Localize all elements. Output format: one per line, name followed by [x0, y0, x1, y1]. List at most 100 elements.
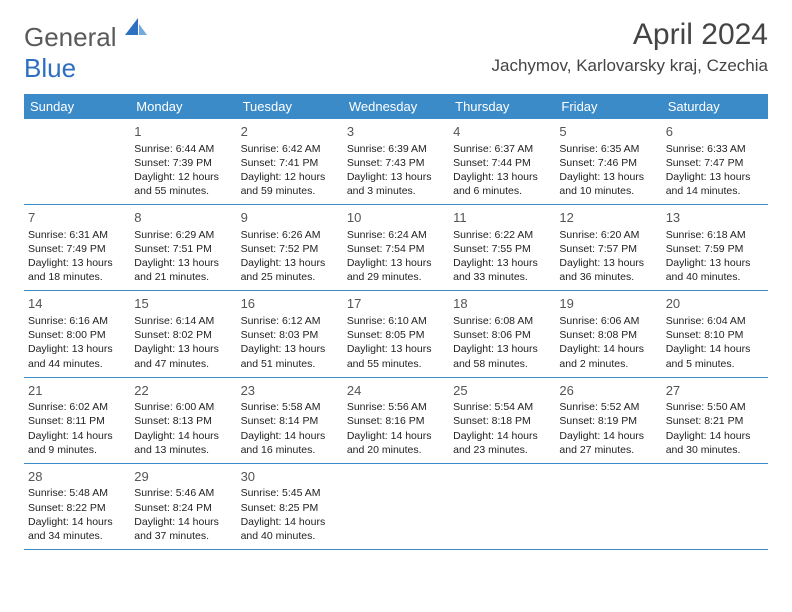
daylight-text: and 55 minutes.: [347, 357, 445, 371]
calendar-day-cell: 12Sunrise: 6:20 AMSunset: 7:57 PMDayligh…: [555, 205, 661, 291]
sunrise-text: Sunrise: 5:52 AM: [559, 400, 657, 414]
logo-sail-icon: [125, 18, 147, 36]
calendar-day-cell: [343, 463, 449, 549]
logo: General Blue: [24, 18, 147, 84]
sunset-text: Sunset: 7:43 PM: [347, 156, 445, 170]
calendar-day-cell: 11Sunrise: 6:22 AMSunset: 7:55 PMDayligh…: [449, 205, 555, 291]
daylight-text: and 2 minutes.: [559, 357, 657, 371]
sunset-text: Sunset: 8:24 PM: [134, 501, 232, 515]
calendar-body: 1Sunrise: 6:44 AMSunset: 7:39 PMDaylight…: [24, 119, 768, 550]
calendar-day-cell: 13Sunrise: 6:18 AMSunset: 7:59 PMDayligh…: [662, 205, 768, 291]
daylight-text: and 21 minutes.: [134, 270, 232, 284]
sunrise-text: Sunrise: 5:48 AM: [28, 486, 126, 500]
sunset-text: Sunset: 8:13 PM: [134, 414, 232, 428]
daylight-text: Daylight: 13 hours: [666, 256, 764, 270]
daylight-text: and 58 minutes.: [453, 357, 551, 371]
sunrise-text: Sunrise: 6:31 AM: [28, 228, 126, 242]
daylight-text: Daylight: 14 hours: [347, 429, 445, 443]
sunrise-text: Sunrise: 5:50 AM: [666, 400, 764, 414]
calendar-day-cell: 3Sunrise: 6:39 AMSunset: 7:43 PMDaylight…: [343, 119, 449, 205]
day-number: 18: [453, 295, 551, 313]
day-number: 23: [241, 382, 339, 400]
calendar-day-cell: 30Sunrise: 5:45 AMSunset: 8:25 PMDayligh…: [237, 463, 343, 549]
daylight-text: Daylight: 13 hours: [453, 170, 551, 184]
day-number: 26: [559, 382, 657, 400]
calendar-day-cell: [24, 119, 130, 205]
calendar-day-cell: 16Sunrise: 6:12 AMSunset: 8:03 PMDayligh…: [237, 291, 343, 377]
calendar-day-cell: 27Sunrise: 5:50 AMSunset: 8:21 PMDayligh…: [662, 377, 768, 463]
daylight-text: and 27 minutes.: [559, 443, 657, 457]
day-number: 17: [347, 295, 445, 313]
daylight-text: and 33 minutes.: [453, 270, 551, 284]
day-number: 27: [666, 382, 764, 400]
sunset-text: Sunset: 8:06 PM: [453, 328, 551, 342]
day-number: 12: [559, 209, 657, 227]
sunset-text: Sunset: 8:02 PM: [134, 328, 232, 342]
daylight-text: and 51 minutes.: [241, 357, 339, 371]
daylight-text: and 14 minutes.: [666, 184, 764, 198]
daylight-text: Daylight: 14 hours: [666, 429, 764, 443]
sunrise-text: Sunrise: 5:54 AM: [453, 400, 551, 414]
weekday-header: Monday: [130, 94, 236, 119]
sunrise-text: Sunrise: 6:12 AM: [241, 314, 339, 328]
sunrise-text: Sunrise: 6:22 AM: [453, 228, 551, 242]
daylight-text: and 10 minutes.: [559, 184, 657, 198]
calendar-week-row: 21Sunrise: 6:02 AMSunset: 8:11 PMDayligh…: [24, 377, 768, 463]
calendar-week-row: 28Sunrise: 5:48 AMSunset: 8:22 PMDayligh…: [24, 463, 768, 549]
calendar-week-row: 14Sunrise: 6:16 AMSunset: 8:00 PMDayligh…: [24, 291, 768, 377]
day-number: 28: [28, 468, 126, 486]
sunrise-text: Sunrise: 6:08 AM: [453, 314, 551, 328]
daylight-text: Daylight: 14 hours: [559, 429, 657, 443]
calendar-day-cell: 22Sunrise: 6:00 AMSunset: 8:13 PMDayligh…: [130, 377, 236, 463]
daylight-text: and 29 minutes.: [347, 270, 445, 284]
calendar-day-cell: 18Sunrise: 6:08 AMSunset: 8:06 PMDayligh…: [449, 291, 555, 377]
sunrise-text: Sunrise: 6:29 AM: [134, 228, 232, 242]
calendar-week-row: 7Sunrise: 6:31 AMSunset: 7:49 PMDaylight…: [24, 205, 768, 291]
sunrise-text: Sunrise: 5:45 AM: [241, 486, 339, 500]
sunset-text: Sunset: 8:00 PM: [28, 328, 126, 342]
sunrise-text: Sunrise: 6:35 AM: [559, 142, 657, 156]
daylight-text: Daylight: 13 hours: [347, 170, 445, 184]
daylight-text: Daylight: 14 hours: [453, 429, 551, 443]
calendar-day-cell: 19Sunrise: 6:06 AMSunset: 8:08 PMDayligh…: [555, 291, 661, 377]
day-number: 8: [134, 209, 232, 227]
daylight-text: Daylight: 14 hours: [666, 342, 764, 356]
daylight-text: Daylight: 12 hours: [241, 170, 339, 184]
calendar-day-cell: 2Sunrise: 6:42 AMSunset: 7:41 PMDaylight…: [237, 119, 343, 205]
sunrise-text: Sunrise: 6:16 AM: [28, 314, 126, 328]
daylight-text: and 16 minutes.: [241, 443, 339, 457]
sunrise-text: Sunrise: 6:39 AM: [347, 142, 445, 156]
calendar-table: Sunday Monday Tuesday Wednesday Thursday…: [24, 94, 768, 550]
sunset-text: Sunset: 7:47 PM: [666, 156, 764, 170]
day-number: 11: [453, 209, 551, 227]
daylight-text: and 40 minutes.: [666, 270, 764, 284]
sunset-text: Sunset: 8:19 PM: [559, 414, 657, 428]
weekday-header: Saturday: [662, 94, 768, 119]
calendar-day-cell: 9Sunrise: 6:26 AMSunset: 7:52 PMDaylight…: [237, 205, 343, 291]
sunrise-text: Sunrise: 6:10 AM: [347, 314, 445, 328]
day-number: 15: [134, 295, 232, 313]
sunrise-text: Sunrise: 5:56 AM: [347, 400, 445, 414]
daylight-text: Daylight: 13 hours: [347, 342, 445, 356]
day-number: 2: [241, 123, 339, 141]
sunrise-text: Sunrise: 6:26 AM: [241, 228, 339, 242]
daylight-text: Daylight: 13 hours: [347, 256, 445, 270]
sunset-text: Sunset: 7:55 PM: [453, 242, 551, 256]
calendar-day-cell: [662, 463, 768, 549]
daylight-text: Daylight: 13 hours: [453, 342, 551, 356]
sunset-text: Sunset: 8:03 PM: [241, 328, 339, 342]
calendar-day-cell: 20Sunrise: 6:04 AMSunset: 8:10 PMDayligh…: [662, 291, 768, 377]
day-number: 21: [28, 382, 126, 400]
sunrise-text: Sunrise: 5:46 AM: [134, 486, 232, 500]
calendar-day-cell: 29Sunrise: 5:46 AMSunset: 8:24 PMDayligh…: [130, 463, 236, 549]
daylight-text: Daylight: 14 hours: [559, 342, 657, 356]
sunset-text: Sunset: 8:05 PM: [347, 328, 445, 342]
daylight-text: Daylight: 14 hours: [134, 429, 232, 443]
sunrise-text: Sunrise: 6:18 AM: [666, 228, 764, 242]
sunset-text: Sunset: 7:49 PM: [28, 242, 126, 256]
logo-word1: General: [24, 22, 117, 52]
day-number: 25: [453, 382, 551, 400]
calendar-day-cell: 23Sunrise: 5:58 AMSunset: 8:14 PMDayligh…: [237, 377, 343, 463]
sunrise-text: Sunrise: 6:06 AM: [559, 314, 657, 328]
daylight-text: and 30 minutes.: [666, 443, 764, 457]
